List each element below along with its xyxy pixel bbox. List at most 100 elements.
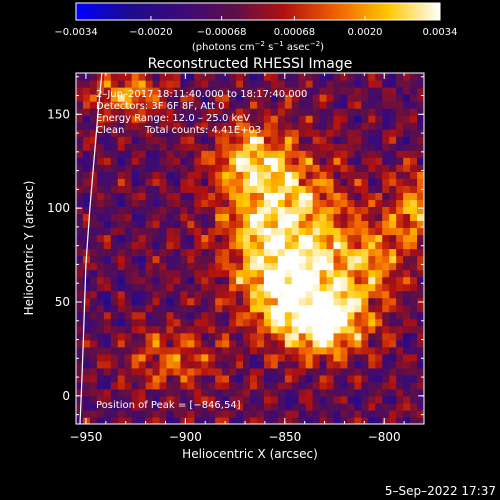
heatmap-cell xyxy=(256,101,265,109)
heatmap-cell xyxy=(82,367,91,376)
heatmap-cell xyxy=(110,304,119,313)
heatmap-cell xyxy=(305,234,314,243)
heatmap-cell xyxy=(145,416,154,424)
heatmap-cell xyxy=(208,276,216,285)
heatmap-cell xyxy=(326,388,335,397)
heatmap-cell xyxy=(82,157,91,165)
heatmap-cell xyxy=(389,199,397,207)
heatmap-cell xyxy=(117,213,126,222)
heatmap-cell xyxy=(312,255,321,264)
heatmap-cell xyxy=(361,367,369,376)
heatmap-cell xyxy=(263,108,272,116)
heatmap-cell xyxy=(124,227,133,236)
heatmap-cell xyxy=(361,87,369,95)
heatmap-cell xyxy=(340,388,349,397)
heatmap-cell xyxy=(89,248,98,257)
heatmap-cell xyxy=(270,122,279,130)
heatmap-cell xyxy=(305,199,314,207)
heatmap-cell xyxy=(340,255,349,264)
heatmap-cell xyxy=(403,304,411,313)
heatmap-cell xyxy=(194,325,202,334)
heatmap-cell xyxy=(180,311,188,320)
heatmap-cell xyxy=(375,297,383,306)
heatmap-cell xyxy=(298,255,307,264)
heatmap-cell xyxy=(298,234,307,243)
heatmap-cell xyxy=(166,192,175,200)
heatmap-cell xyxy=(76,80,84,88)
heatmap-cell xyxy=(131,241,140,250)
heatmap-cell xyxy=(89,269,98,278)
heatmap-cell xyxy=(319,255,328,264)
heatmap-cell xyxy=(194,297,202,306)
heatmap-cell xyxy=(361,136,369,144)
heatmap-cell xyxy=(361,374,369,383)
heatmap-cell xyxy=(291,262,300,271)
heatmap-cell xyxy=(152,353,161,362)
heatmap-cell xyxy=(208,283,216,292)
heatmap-cell xyxy=(256,227,265,236)
heatmap-cell xyxy=(173,269,181,278)
heatmap-cell xyxy=(312,185,321,193)
heatmap-cell xyxy=(291,87,300,95)
heatmap-cell xyxy=(305,150,314,158)
heatmap-cell xyxy=(194,206,202,214)
heatmap-cell xyxy=(89,94,98,102)
heatmap-cell xyxy=(166,255,175,264)
heatmap-cell xyxy=(76,87,84,95)
heatmap-cell xyxy=(166,304,175,313)
heatmap-cell xyxy=(152,318,161,327)
heatmap-cell xyxy=(194,416,202,424)
heatmap-cell xyxy=(236,381,244,390)
heatmap-cell xyxy=(256,157,265,165)
heatmap-cell xyxy=(103,360,112,369)
heatmap-cell xyxy=(243,171,251,179)
heatmap-cell xyxy=(201,409,209,418)
heatmap-cell xyxy=(243,388,251,397)
heatmap-cell xyxy=(194,311,202,320)
heatmap-cell xyxy=(201,115,209,123)
heatmap-cell xyxy=(103,276,112,285)
heatmap-cell xyxy=(256,367,265,376)
heatmap-cell xyxy=(298,248,307,257)
heatmap-cell xyxy=(236,122,244,130)
heatmap-cell xyxy=(110,87,119,95)
heatmap-cell xyxy=(96,402,105,411)
heatmap-cell xyxy=(187,129,195,137)
heatmap-cell xyxy=(250,255,258,264)
heatmap-cell xyxy=(340,143,349,151)
heatmap-cell xyxy=(270,199,279,207)
heatmap-cell xyxy=(263,122,272,130)
heatmap-cell xyxy=(403,185,411,193)
heatmap-cell xyxy=(396,367,404,376)
heatmap-cell xyxy=(243,381,251,390)
heatmap-cell xyxy=(222,402,230,411)
heatmap-cell xyxy=(277,108,286,116)
heatmap-cell xyxy=(305,143,314,151)
heatmap-cell xyxy=(117,80,126,88)
heatmap-cell xyxy=(103,325,112,334)
heatmap-cell xyxy=(417,115,424,123)
heatmap-cell xyxy=(333,262,342,271)
heatmap-cell xyxy=(82,290,91,299)
heatmap-cell xyxy=(159,192,168,200)
heatmap-cell xyxy=(201,185,209,193)
heatmap-cell xyxy=(82,339,91,348)
heatmap-cell xyxy=(152,206,161,214)
heatmap-cell xyxy=(117,241,126,250)
heatmap-cell xyxy=(368,192,376,200)
heatmap-cell xyxy=(159,255,168,264)
heatmap-cell xyxy=(82,416,91,424)
heatmap-cell xyxy=(131,108,140,116)
heatmap-cell xyxy=(263,129,272,137)
heatmap-cell xyxy=(152,171,161,179)
heatmap-cell xyxy=(417,297,424,306)
heatmap-cell xyxy=(256,332,265,341)
heatmap-cell xyxy=(152,80,161,88)
heatmap-cell xyxy=(326,241,335,250)
heatmap-cell xyxy=(312,73,321,81)
heatmap-cell xyxy=(138,402,147,411)
heatmap-cell xyxy=(354,409,362,418)
heatmap-cell xyxy=(145,185,154,193)
heatmap-cell xyxy=(110,157,119,165)
heatmap-cell xyxy=(368,185,376,193)
